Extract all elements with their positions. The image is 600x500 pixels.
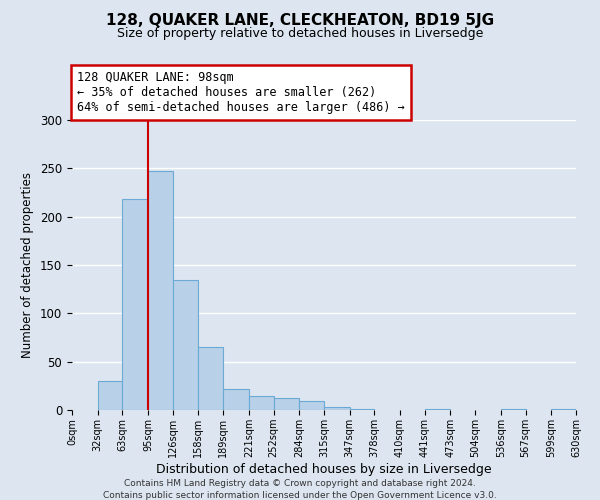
Text: 128 QUAKER LANE: 98sqm
← 35% of detached houses are smaller (262)
64% of semi-de: 128 QUAKER LANE: 98sqm ← 35% of detached…	[77, 71, 405, 114]
Text: 128, QUAKER LANE, CLECKHEATON, BD19 5JG: 128, QUAKER LANE, CLECKHEATON, BD19 5JG	[106, 12, 494, 28]
Bar	[173, 280, 199, 410]
Bar	[299, 402, 324, 410]
X-axis label: Distribution of detached houses by size in Liversedge: Distribution of detached houses by size …	[156, 462, 492, 475]
Bar	[122, 200, 148, 410]
Bar	[249, 396, 274, 410]
Bar	[551, 409, 576, 410]
Bar	[501, 409, 526, 410]
Bar	[223, 388, 249, 410]
Bar	[425, 409, 451, 410]
Text: Contains HM Land Registry data © Crown copyright and database right 2024.: Contains HM Land Registry data © Crown c…	[124, 479, 476, 488]
Bar	[199, 347, 223, 410]
Bar	[148, 171, 173, 410]
Bar	[274, 398, 299, 410]
Bar	[324, 407, 350, 410]
Bar	[350, 409, 374, 410]
Bar	[98, 381, 122, 410]
Text: Contains public sector information licensed under the Open Government Licence v3: Contains public sector information licen…	[103, 491, 497, 500]
Text: Size of property relative to detached houses in Liversedge: Size of property relative to detached ho…	[117, 28, 483, 40]
Y-axis label: Number of detached properties: Number of detached properties	[22, 172, 34, 358]
